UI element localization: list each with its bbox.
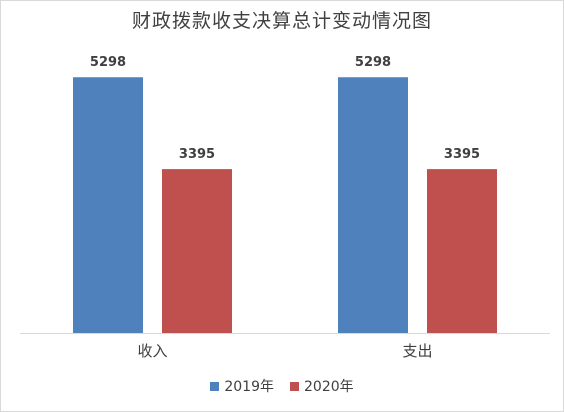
legend-label-series-2: 2020年	[304, 379, 354, 395]
legend-item-series-2: 2020年	[290, 376, 354, 396]
category-label-2: 支出	[402, 342, 432, 360]
legend-swatch-series-2	[290, 381, 299, 391]
legend-label-series-1: 2019年	[224, 379, 274, 395]
data-label-1-series-1: 5298	[90, 55, 126, 70]
legend: 2019年 2020年	[0, 376, 564, 396]
data-labels-layer: 5298 3395 5298 3395	[90, 55, 480, 162]
legend-swatch-series-1	[210, 381, 220, 391]
bar-1-series-2	[162, 169, 232, 333]
data-label-2-series-2: 3395	[444, 147, 480, 162]
data-label-1-series-2: 3395	[179, 147, 215, 162]
chart-title: 财政拨款收支决算总计变动情况图	[131, 10, 432, 32]
data-label-2-series-1: 5298	[355, 55, 391, 70]
bar-1-series-1	[73, 77, 143, 333]
bar-2-series-2	[427, 169, 497, 333]
category-labels-layer: 收入 支出	[137, 342, 432, 360]
bars-layer	[73, 77, 497, 333]
bar-2-series-1	[338, 77, 408, 333]
category-label-1: 收入	[137, 342, 167, 360]
legend-item-series-1: 2019年	[210, 376, 274, 396]
